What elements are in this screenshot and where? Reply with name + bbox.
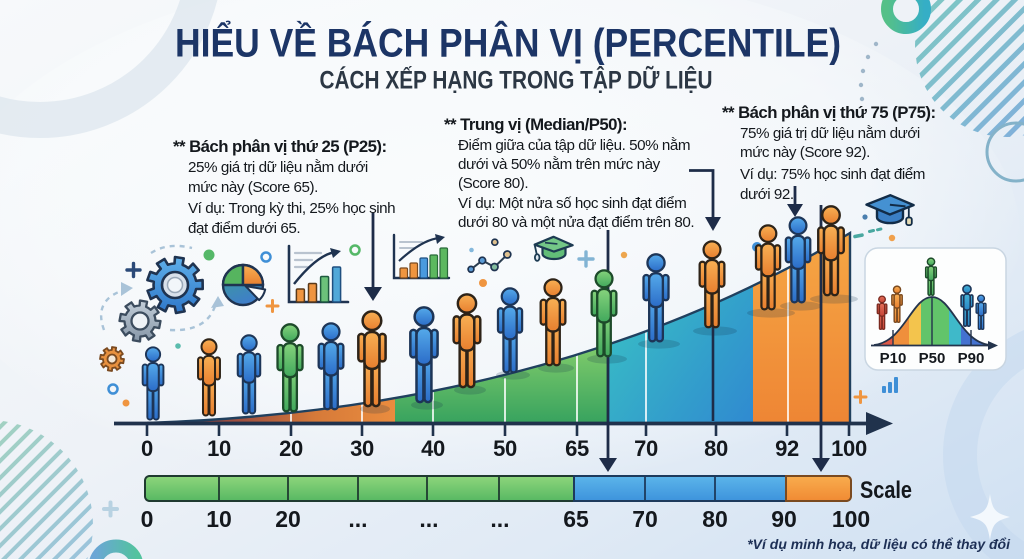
svg-text:mức này (Score 92).: mức này (Score 92).	[740, 144, 870, 161]
svg-text:25% giá trị dữ liệu nằm dưới: 25% giá trị dữ liệu nằm dưới	[188, 159, 368, 176]
svg-text:90: 90	[771, 506, 797, 532]
svg-text:dưới 92.: dưới 92.	[740, 186, 794, 203]
svg-text:Ví dụ: Một nửa số học sinh đạt: Ví dụ: Một nửa số học sinh đạt điểm	[458, 195, 686, 212]
svg-text:...: ...	[419, 506, 438, 532]
svg-text:30: 30	[350, 436, 374, 461]
svg-text:92: 92	[775, 436, 799, 461]
svg-text:P50: P50	[919, 350, 946, 367]
svg-text:0: 0	[141, 506, 154, 532]
svg-text:Scale: Scale	[860, 477, 912, 504]
svg-text:10: 10	[207, 436, 231, 461]
svg-text:** Bách phân vị thứ 25 (P25):: ** Bách phân vị thứ 25 (P25):	[173, 137, 386, 156]
svg-text:Ví dụ: 75% học sinh đạt điểm: Ví dụ: 75% học sinh đạt điểm	[740, 166, 925, 183]
svg-text:đạt điểm dưới 65.: đạt điểm dưới 65.	[188, 220, 300, 237]
svg-text:(Score 80).: (Score 80).	[458, 175, 528, 192]
svg-text:20: 20	[279, 436, 303, 461]
svg-text:dưới 80 và một nửa đạt điểm tr: dưới 80 và một nửa đạt điểm trên 80.	[458, 214, 694, 231]
svg-text:100: 100	[831, 436, 867, 461]
svg-text:P10: P10	[880, 350, 907, 367]
svg-text:65: 65	[565, 436, 589, 461]
svg-text:** Trung vị (Median/P50):: ** Trung vị (Median/P50):	[444, 115, 627, 134]
svg-text:40: 40	[421, 436, 445, 461]
svg-text:HIỂU VỀ BÁCH PHÂN VỊ (PERCENTI: HIỂU VỀ BÁCH PHÂN VỊ (PERCENTILE)	[175, 19, 841, 66]
svg-text:Ví dụ: Trong kỳ thi, 25% học s: Ví dụ: Trong kỳ thi, 25% học sinh	[188, 200, 395, 217]
svg-text:10: 10	[206, 506, 232, 532]
svg-text:dưới và 50% nằm trên mức này: dưới và 50% nằm trên mức này	[458, 156, 661, 173]
svg-text:100: 100	[832, 506, 870, 532]
svg-text:50: 50	[493, 436, 517, 461]
svg-text:mức này (Score 65).: mức này (Score 65).	[188, 179, 318, 196]
svg-text:...: ...	[348, 506, 367, 532]
svg-text:CÁCH XẾP HẠNG TRONG TẬP DỮ LIỆ: CÁCH XẾP HẠNG TRONG TẬP DỮ LIỆU	[320, 65, 713, 95]
svg-text:75% giá trị dữ liệu nằm dưới: 75% giá trị dữ liệu nằm dưới	[740, 125, 920, 142]
svg-text:20: 20	[275, 506, 301, 532]
svg-text:70: 70	[632, 506, 658, 532]
svg-text:80: 80	[702, 506, 728, 532]
svg-text:** Bách phân vị thứ 75 (P75):: ** Bách phân vị thứ 75 (P75):	[722, 103, 935, 122]
svg-text:*Ví dụ minh họa, dữ liệu có th: *Ví dụ minh họa, dữ liệu có thể thay đổi	[747, 536, 1011, 552]
svg-text:0: 0	[141, 436, 153, 461]
svg-text:65: 65	[563, 506, 589, 532]
svg-text:P90: P90	[958, 350, 985, 367]
svg-text:70: 70	[634, 436, 658, 461]
svg-text:Điểm giữa của tập dữ liệu. 50%: Điểm giữa của tập dữ liệu. 50% nằm	[458, 137, 690, 154]
svg-text:80: 80	[704, 436, 728, 461]
svg-text:...: ...	[490, 506, 509, 532]
